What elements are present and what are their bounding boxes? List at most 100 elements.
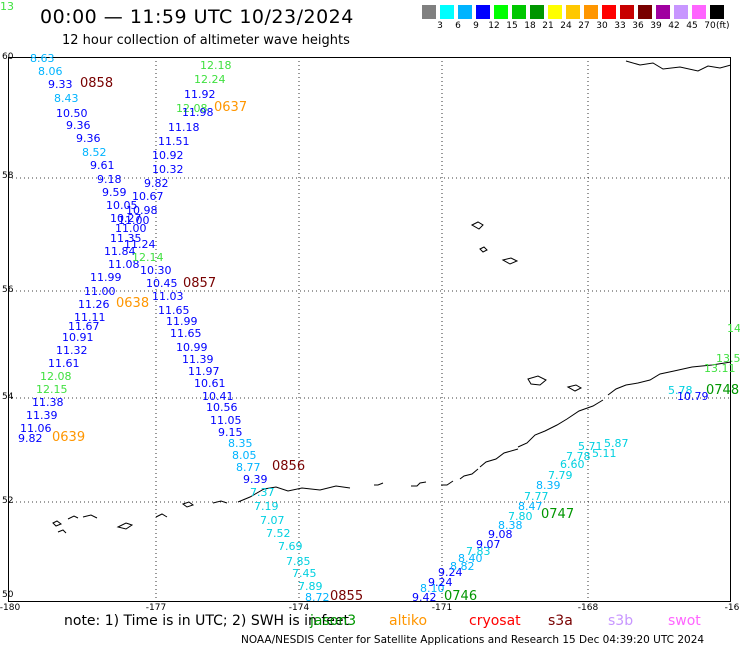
wave-height-value: 7.52 [266,527,291,540]
map-frame [8,57,731,602]
coastlines [52,60,731,534]
color-swatch [620,5,634,19]
wave-height-value: 11.00 [118,214,150,227]
wave-height-value: 9.36 [66,119,91,132]
color-tick-label: 6 [455,21,461,31]
wave-height-value: 8.06 [38,65,63,78]
satellite-legend-item: s3a [548,613,573,629]
color-swatch [476,5,490,19]
wave-height-value: 10.27 [110,212,142,225]
wave-height-value: 9.33 [48,78,73,91]
wave-height-value: 11.35 [110,232,142,245]
longitude-label: -171 [431,603,453,613]
wave-height-value: 7.89 [298,580,323,593]
wave-height-value: 11.24 [124,238,156,251]
color-swatch [602,5,616,19]
wave-height-value: 12.18 [200,59,232,72]
wave-height-value: 10.91 [62,331,94,344]
wave-height-value: 5.78 [668,384,693,397]
wave-height-value: 9.39 [243,473,268,486]
wave-height-value: 9.07 [476,538,501,551]
page-title: 00:00 — 11:59 UTC 10/23/2024 [40,6,354,28]
color-swatch [458,5,472,19]
longitude-label: -168 [577,603,599,613]
wave-height-value: 10.41 [202,390,234,403]
color-tick-label: 15 [506,21,518,31]
wave-height-value: 8.63 [30,52,55,65]
pass-time-label: 0857 [183,276,217,291]
wave-height-value: 7.45 [292,567,317,580]
wave-height-value: 13 [0,0,14,13]
satellite-legend-item: swot [668,613,701,629]
color-tick-label: 27 [578,21,590,31]
pass-time-label: 0746 [444,589,478,604]
color-tick-label: 39 [650,21,662,31]
wave-height-value: 10.92 [152,149,184,162]
wave-height-value: 9.18 [97,173,122,186]
wave-height-value: 8.47 [518,500,543,513]
wave-height-value: 5.71 [578,440,603,453]
wave-height-value: 8.05 [232,449,257,462]
wave-height-value: 7.80 [508,510,533,523]
satellite-legend-item: s3b [608,613,634,629]
color-tick-label: 21 [542,21,554,31]
wave-height-value: 11.92 [184,88,216,101]
wave-height-value: 8.43 [54,92,79,105]
color-swatch [584,5,598,19]
wave-height-value: 14.33 [727,322,740,335]
wave-height-value: 11.00 [115,222,147,235]
wave-height-value: 9.24 [438,566,463,579]
wave-height-value: 11.61 [48,357,80,370]
wave-height-value: 7.83 [466,545,491,558]
wave-height-value: 6.60 [560,458,585,471]
wave-height-value: 8.82 [450,560,475,573]
wave-height-value: 9.82 [18,432,43,445]
color-tick-label: 3 [437,21,443,31]
color-swatch [692,5,706,19]
wave-height-value: 10.99 [176,341,208,354]
color-swatch [566,5,580,19]
wave-height-value: 11.26 [78,298,110,311]
wave-height-value: 11.99 [90,271,122,284]
wave-height-value: 12.08 [40,370,72,383]
wave-height-value: 10.56 [206,401,238,414]
subtitle: 12 hour collection of altimeter wave hei… [62,33,350,48]
footnote: note: 1) Time is in UTC; 2) SWH is in fe… [64,613,350,629]
latitude-label: 52 [2,496,14,506]
pass-time-label: 0858 [80,76,114,91]
wave-height-value: 10.05 [106,199,138,212]
wave-height-value: 11.38 [32,396,64,409]
wave-height-value: 9.42 [412,591,437,604]
color-swatch [494,5,508,19]
graticule [8,57,731,602]
color-tick-label: 36 [632,21,644,31]
color-tick-label: 12 [488,21,500,31]
wave-height-value: 10.32 [152,163,184,176]
wave-height-value: 9.24 [428,576,453,589]
wave-height-value: 11.99 [166,315,198,328]
latitude-label: 50 [2,590,14,600]
color-tick-label: 18 [524,21,536,31]
wave-height-value: 12.14 [132,251,164,264]
color-tick-label: 33 [614,21,626,31]
wave-height-value: 10.61 [194,377,226,390]
wave-height-value: 7.37 [250,486,275,499]
wave-height-value: 11.65 [158,304,190,317]
wave-height-value: 10.67 [132,190,164,203]
wave-height-value: 7.19 [254,500,279,513]
pass-time-label: 0637 [214,100,248,115]
wave-height-value: 11.00 [84,285,116,298]
wave-height-value: 8.38 [498,519,523,532]
credit-footer: NOAA/NESDIS Center for Satellite Applica… [241,634,705,646]
wave-height-value: 8.77 [236,461,261,474]
wave-height-value: 8.72 [305,591,330,604]
wave-height-value: 7.85 [286,555,311,568]
wave-height-value: 11.11 [74,311,106,324]
wave-height-value: 11.97 [188,365,220,378]
color-tick-label: 9 [473,21,479,31]
wave-height-value: 11.18 [168,121,200,134]
wave-height-value: 9.36 [76,132,101,145]
color-swatch [674,5,688,19]
pass-time-label: 0747 [541,507,575,522]
wave-height-value: 10.45 [146,277,178,290]
